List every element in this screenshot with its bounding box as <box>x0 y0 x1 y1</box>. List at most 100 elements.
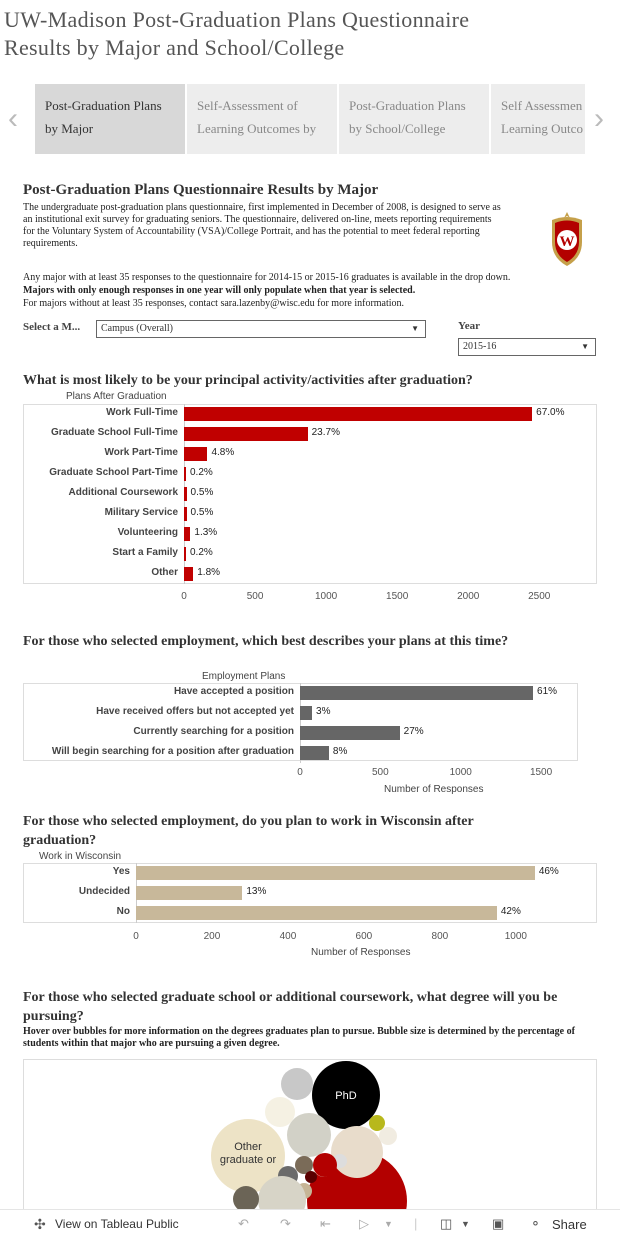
intro-availability: Any major with at least 35 responses to … <box>23 272 511 283</box>
bar[interactable] <box>300 686 534 700</box>
page-title: UW-Madison Post-Graduation Plans Questio… <box>4 7 470 60</box>
bar[interactable] <box>136 886 243 900</box>
data-label: 1.3% <box>194 527 218 538</box>
chart2-title: For those who selected employment, which… <box>23 634 509 649</box>
major-filter-label: Select a M... <box>23 321 81 333</box>
category-label: Work Part-Time <box>104 447 178 458</box>
x-tick-label: 500 <box>246 591 264 602</box>
tab-label-line2: by Major <box>45 121 94 136</box>
bubble[interactable] <box>331 1126 383 1178</box>
bubble[interactable] <box>287 1113 331 1157</box>
data-label: 0.5% <box>190 507 214 518</box>
bar[interactable] <box>184 507 187 521</box>
major-dropdown[interactable]: Campus (Overall) ▼ <box>96 320 426 338</box>
x-tick-label: 1000 <box>314 591 338 602</box>
share-icon[interactable]: ⚬ <box>530 1216 541 1231</box>
redo-icon[interactable]: ↷ <box>280 1216 291 1231</box>
bubble[interactable] <box>379 1127 397 1145</box>
bar[interactable] <box>184 407 533 421</box>
data-label: 4.8% <box>211 447 235 458</box>
bar[interactable] <box>136 906 497 920</box>
bubble[interactable] <box>314 1178 332 1196</box>
chart3-x-axis-label: Number of Responses <box>311 947 411 958</box>
category-label: Other <box>151 567 178 578</box>
bubble-other-graduate[interactable] <box>211 1119 285 1193</box>
bubble-label-other: Other <box>234 1141 262 1153</box>
share-button[interactable]: Share <box>552 1217 587 1232</box>
chevron-down-icon[interactable]: ▼ <box>384 1219 393 1229</box>
bar[interactable] <box>136 866 535 880</box>
download-icon[interactable]: ◫ <box>440 1216 453 1231</box>
bubble-chart[interactable]: PhD Other graduate or <box>24 1060 597 1219</box>
view-on-tableau-link[interactable]: View on Tableau Public <box>55 1217 179 1231</box>
revert-icon[interactable]: ⇤ <box>320 1216 331 1231</box>
tab-self-assessment-by-major[interactable]: Self-Assessment of Learning Outcomes by <box>187 84 337 154</box>
bar[interactable] <box>184 487 187 501</box>
bubble-phd[interactable] <box>312 1061 380 1129</box>
category-label: Have accepted a position <box>173 686 294 697</box>
bar[interactable] <box>184 567 194 581</box>
bar[interactable] <box>300 746 329 760</box>
pause-icon[interactable]: ▷ <box>359 1216 369 1231</box>
chart1-title: What is most likely to be your principal… <box>23 373 473 388</box>
bar[interactable] <box>184 527 191 541</box>
data-label: 0.5% <box>190 487 214 498</box>
data-label: 42% <box>500 906 521 917</box>
chart3-axis-title: Work in Wisconsin <box>39 851 122 862</box>
category-label: Currently searching for a position <box>133 726 294 737</box>
tab-label-line1: Self Assessmen <box>501 98 583 113</box>
bubble[interactable] <box>233 1186 259 1212</box>
data-label: 61% <box>537 686 558 697</box>
bubble-label-other: graduate or <box>220 1154 277 1166</box>
tab-post-grad-by-school[interactable]: Post-Graduation Plans by School/College <box>339 84 489 154</box>
bubble[interactable] <box>265 1097 295 1127</box>
x-tick-label: 1500 <box>386 591 409 602</box>
intro-paragraph: The undergraduate post-graduation plans … <box>23 202 501 249</box>
bar[interactable] <box>184 447 208 461</box>
bubble[interactable] <box>281 1068 313 1100</box>
tab-scroll-right-icon[interactable]: › <box>594 102 604 135</box>
tab-post-grad-by-major[interactable]: Post-Graduation Plans by Major <box>35 84 185 154</box>
year-dropdown[interactable]: 2015-16 ▼ <box>458 338 596 356</box>
category-label: Military Service <box>104 507 178 518</box>
bubble-panel: PhD Other graduate or <box>23 1059 597 1219</box>
bubble[interactable] <box>369 1115 385 1131</box>
bubble[interactable] <box>305 1171 317 1183</box>
tab-label-line2: Learning Outcomes by <box>197 121 317 136</box>
chart2-axis-title: Employment Plans <box>202 671 286 682</box>
bar[interactable] <box>184 547 186 561</box>
data-label: 0.2% <box>190 467 213 478</box>
bar[interactable] <box>300 706 313 720</box>
bubble[interactable] <box>295 1156 313 1174</box>
tab-self-assessment-by-school[interactable]: Self Assessmen Learning Outco <box>491 84 585 154</box>
x-tick-label: 2500 <box>528 591 551 602</box>
bubble[interactable] <box>313 1153 337 1177</box>
category-label: Work Full-Time <box>106 407 178 418</box>
chevron-down-icon[interactable]: ▼ <box>461 1219 470 1229</box>
bar[interactable] <box>300 726 400 740</box>
bar[interactable] <box>184 427 308 441</box>
bar[interactable] <box>184 467 186 481</box>
intro-note: Majors with only enough responses in one… <box>23 285 416 296</box>
x-tick-label: 2000 <box>457 591 480 602</box>
year-filter-label: Year <box>458 320 480 332</box>
data-label: 23.7% <box>311 427 340 438</box>
data-label: 0.2% <box>190 547 213 558</box>
chevron-down-icon: ▼ <box>411 324 419 333</box>
chart2-x-axis-label: Number of Responses <box>384 784 484 795</box>
zero-gridline <box>300 683 301 763</box>
category-label: Undecided <box>78 886 130 897</box>
fullscreen-icon[interactable]: ▣ <box>492 1216 505 1231</box>
tab-label-line2: Learning Outco <box>501 121 583 136</box>
bubble[interactable] <box>258 1176 306 1219</box>
x-tick-label: 0 <box>133 931 139 942</box>
data-label: 27% <box>403 726 424 737</box>
tableau-icon[interactable]: ✣ <box>34 1216 46 1232</box>
category-label: Graduate School Full-Time <box>50 427 178 438</box>
x-tick-label: 200 <box>203 931 221 942</box>
undo-icon[interactable]: ↶ <box>238 1216 249 1231</box>
x-tick-label: 400 <box>279 931 297 942</box>
tab-scroll-left-icon[interactable]: ‹ <box>8 102 18 135</box>
category-label: Will begin searching for a position afte… <box>51 746 294 757</box>
x-tick-label: 1000 <box>504 931 527 942</box>
